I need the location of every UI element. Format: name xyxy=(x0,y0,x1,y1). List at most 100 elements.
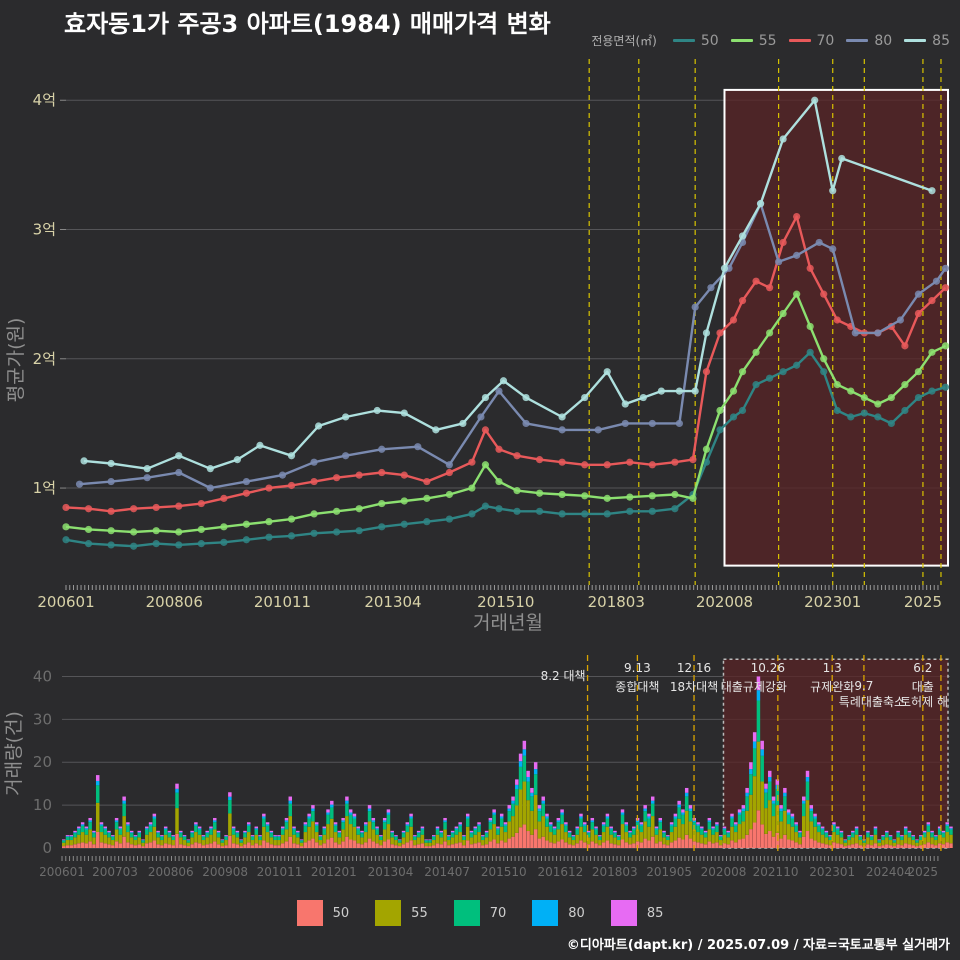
data-point xyxy=(522,419,530,428)
bar-segment xyxy=(579,826,583,841)
data-point xyxy=(738,297,747,305)
bar-segment xyxy=(858,840,863,846)
data-point xyxy=(811,96,819,104)
bar-segment xyxy=(228,835,232,848)
bar-segment xyxy=(179,833,183,838)
x-tick-label: 201407 xyxy=(424,865,470,879)
bar-segment xyxy=(141,846,145,848)
bar-segment xyxy=(741,821,746,839)
bar-segment xyxy=(779,821,783,839)
policy-label: 대출 xyxy=(912,680,934,694)
bar-segment xyxy=(401,844,406,848)
bar-segment xyxy=(250,845,255,848)
bar-segment xyxy=(911,845,915,848)
bar-segment xyxy=(277,835,281,837)
bar-segment xyxy=(726,837,730,845)
bar-segment xyxy=(873,829,878,835)
bar-segment xyxy=(851,830,855,833)
bar-segment xyxy=(571,836,576,837)
bar-segment xyxy=(265,822,270,825)
data-point xyxy=(535,456,544,464)
bar-segment xyxy=(718,835,723,837)
bar-segment xyxy=(167,837,172,845)
legend-swatch xyxy=(453,900,480,926)
y-tick-label: 20 xyxy=(33,753,52,771)
bar-segment xyxy=(835,834,840,844)
data-point xyxy=(621,419,629,428)
bar-segment xyxy=(650,816,655,837)
bar-segment xyxy=(764,788,768,793)
bar-segment xyxy=(288,796,293,801)
bar-segment xyxy=(601,822,606,825)
data-point xyxy=(355,505,363,513)
bar-segment xyxy=(885,830,889,833)
bar-segment xyxy=(926,822,931,825)
bar-segment xyxy=(922,832,927,834)
bar-segment xyxy=(190,832,194,834)
data-point xyxy=(80,457,88,465)
x-tick-label: 200806 xyxy=(148,865,194,879)
data-point xyxy=(175,528,183,536)
bar-segment xyxy=(390,832,394,834)
bar-segment xyxy=(284,822,289,830)
bar-legend-item-50: 50 xyxy=(296,900,349,926)
x-tick-label: 200806 xyxy=(146,593,203,611)
data-point xyxy=(233,456,241,464)
data-point xyxy=(314,422,323,430)
bar-segment xyxy=(669,832,674,843)
bar-segment xyxy=(851,833,855,838)
bar-segment xyxy=(379,835,383,837)
bar-segment xyxy=(194,824,198,826)
bar-segment xyxy=(428,840,432,841)
bar-segment xyxy=(262,826,266,841)
data-point xyxy=(729,387,738,395)
data-point xyxy=(400,497,408,505)
x-tick-label: 201803 xyxy=(592,865,638,879)
data-point xyxy=(220,523,228,531)
bar-segment xyxy=(318,836,323,841)
bar-segment xyxy=(398,846,402,848)
bar-segment xyxy=(613,837,617,845)
bar-segment xyxy=(915,842,919,847)
bar-segment xyxy=(768,770,772,777)
bar-segment xyxy=(299,842,304,847)
bar-segment xyxy=(533,762,538,770)
bar-segment xyxy=(280,828,285,830)
bar-segment xyxy=(167,830,172,833)
bar-segment xyxy=(605,826,610,841)
bar-segment xyxy=(575,843,579,848)
chart-title: 효자동1가 주공3 아파트(1984) 매매가격 변화 xyxy=(64,10,551,38)
bar-segment xyxy=(364,842,368,848)
bar-segment xyxy=(296,844,300,848)
bar-segment xyxy=(95,802,100,832)
bar-segment xyxy=(114,829,119,842)
bar-segment xyxy=(771,796,776,801)
bar-segment xyxy=(749,769,753,775)
bar-segment xyxy=(488,829,493,842)
bar-segment xyxy=(832,832,836,843)
bar-segment xyxy=(477,824,481,826)
bar-segment xyxy=(148,825,153,833)
data-point xyxy=(414,443,422,451)
data-point xyxy=(287,532,296,540)
bar-segment xyxy=(715,832,719,843)
data-point xyxy=(833,381,841,389)
bar-segment xyxy=(213,841,217,848)
bar-segment xyxy=(450,837,455,845)
bar-segment xyxy=(919,836,923,841)
bar-segment xyxy=(205,844,209,848)
bar-segment xyxy=(216,837,221,845)
bar-segment xyxy=(462,835,466,837)
bar-segment xyxy=(228,813,232,836)
bar-segment xyxy=(949,834,953,844)
bar-segment xyxy=(639,822,644,825)
bar-segment xyxy=(228,800,232,814)
bar-segment xyxy=(126,824,130,826)
bar-segment xyxy=(454,826,459,829)
legend-title: 전용면적(㎡) xyxy=(591,34,657,48)
bar-segment xyxy=(541,800,545,804)
bar-segment xyxy=(156,837,160,845)
bar-segment xyxy=(65,840,70,846)
bar-segment xyxy=(779,811,783,822)
bar-segment xyxy=(828,845,832,848)
